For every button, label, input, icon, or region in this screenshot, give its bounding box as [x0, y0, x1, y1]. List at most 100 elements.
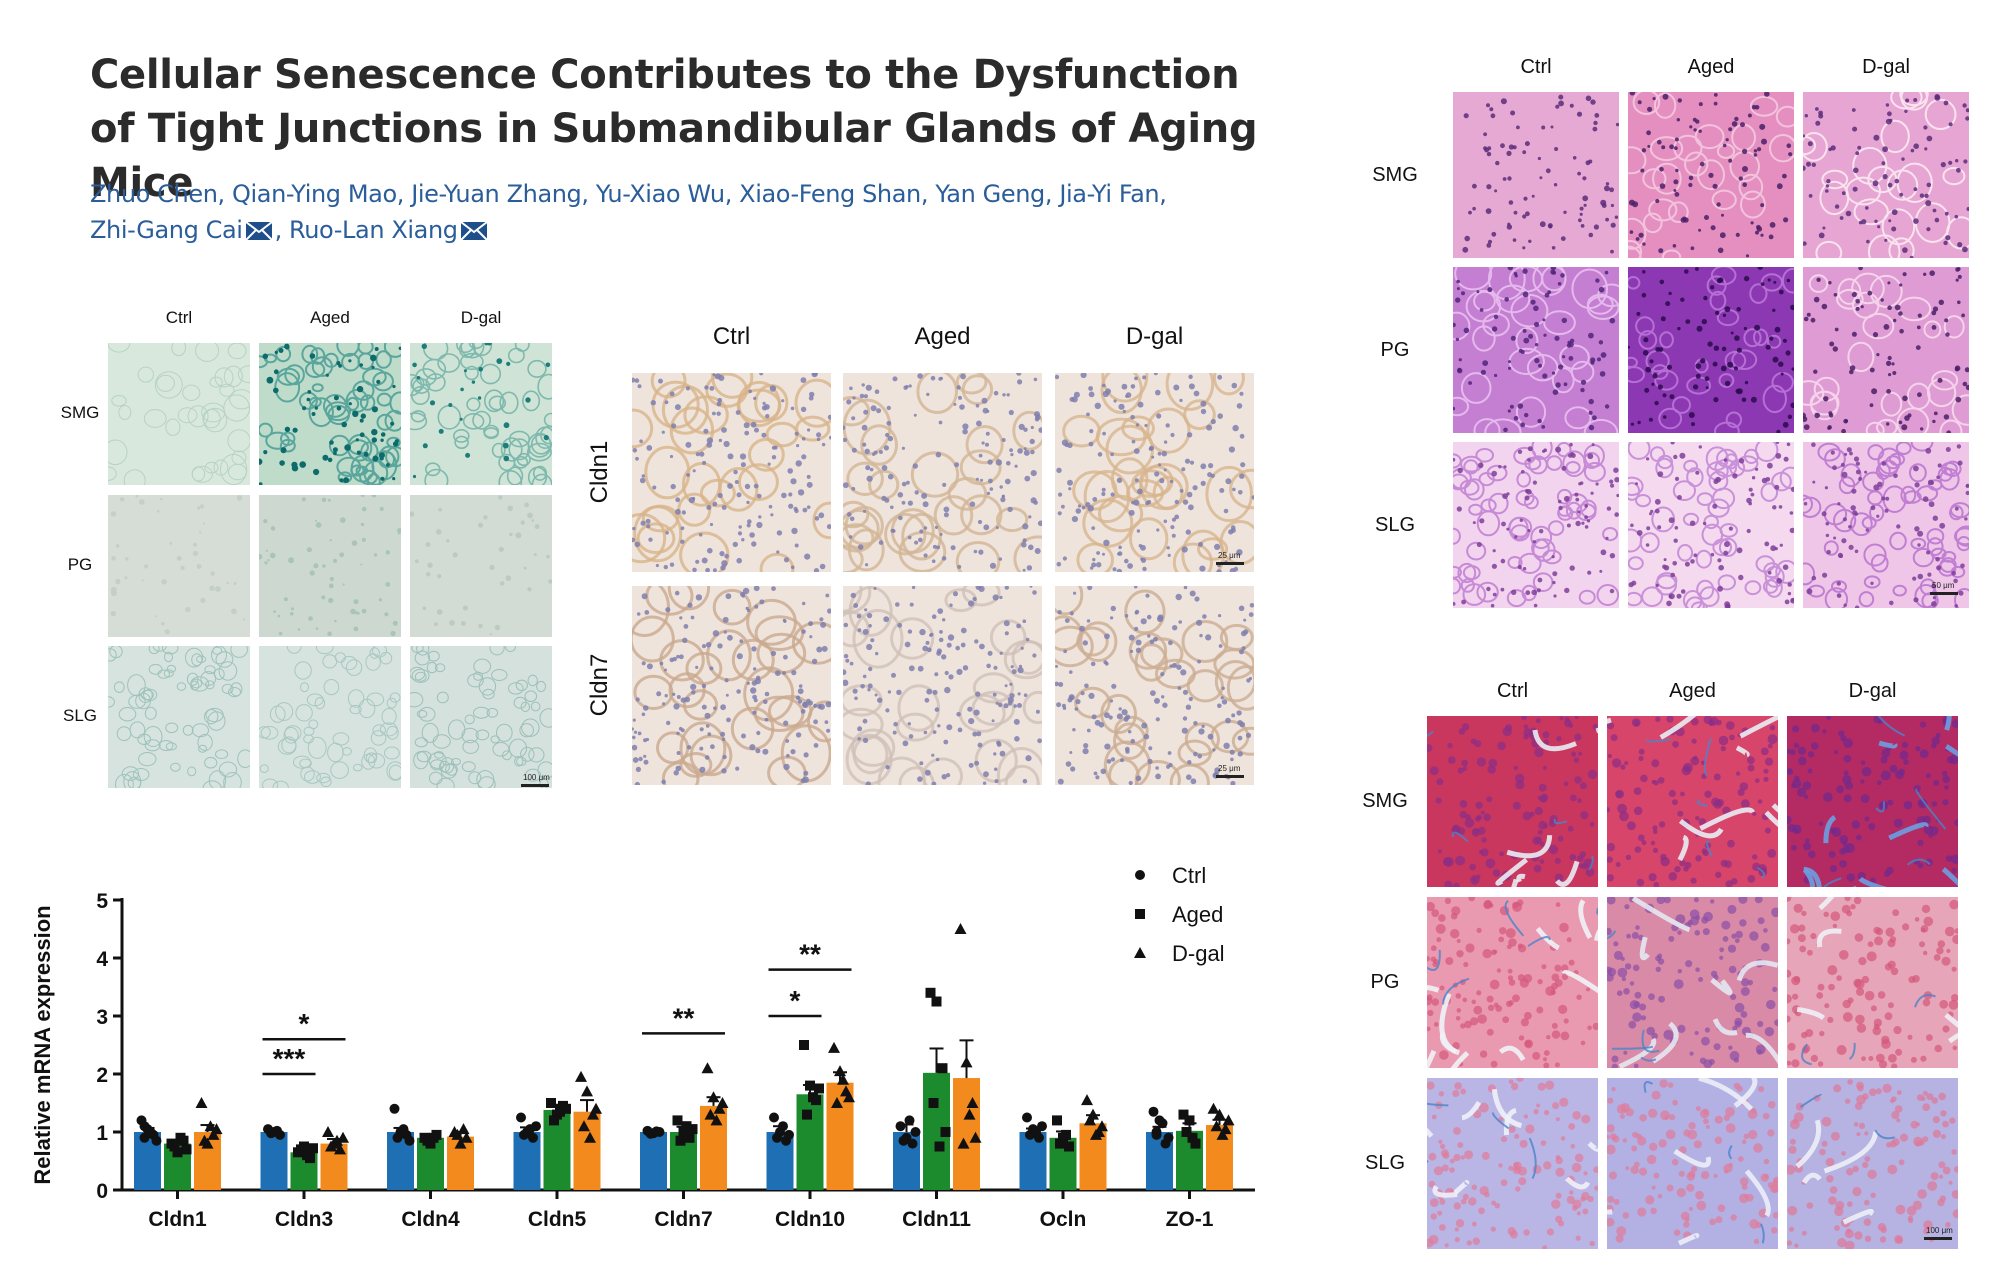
author-link[interactable]: Zhuo Chen	[90, 180, 218, 208]
data-point	[710, 1114, 723, 1126]
author-link[interactable]: Xiao-Feng Shan	[739, 180, 921, 208]
data-point	[1148, 1106, 1159, 1117]
data-point	[322, 1126, 334, 1137]
y-tick-label: 4	[96, 948, 108, 971]
data-point	[687, 1124, 698, 1135]
data-point	[334, 1143, 346, 1155]
data-point	[195, 1097, 208, 1108]
data-point	[843, 1091, 855, 1103]
row-label: SLG	[62, 706, 98, 725]
data-point	[814, 1083, 824, 1094]
bar	[640, 1132, 667, 1190]
data-point	[937, 1063, 948, 1074]
data-point	[966, 1097, 979, 1108]
row-label: PG	[1370, 971, 1400, 993]
data-point	[1178, 1109, 1189, 1120]
envelope-icon[interactable]	[459, 221, 488, 241]
legend-marker	[1135, 870, 1145, 880]
data-point	[675, 1135, 686, 1146]
x-tick-label: Cldn7	[654, 1208, 712, 1231]
column-label: Ctrl	[1520, 56, 1552, 78]
author-link[interactable]: Zhi-Gang Cai	[90, 216, 243, 244]
significance-label: **	[799, 939, 821, 970]
author-link[interactable]: Jia-Yi Fan	[1059, 180, 1160, 208]
column-label: Ctrl	[712, 323, 751, 350]
legend-label: Aged	[1172, 902, 1223, 927]
author-link[interactable]: Jie-Yuan Zhang	[411, 180, 582, 208]
micrograph-tile	[843, 586, 1042, 785]
column-label: D-gal	[1125, 323, 1184, 350]
data-point	[590, 1102, 602, 1114]
micrograph-tile	[1453, 267, 1619, 433]
data-point	[1090, 1128, 1102, 1140]
data-point	[828, 1041, 840, 1053]
micrograph-tile	[632, 586, 831, 785]
data-point	[175, 1132, 186, 1143]
data-point	[528, 1132, 538, 1143]
micrograph-tile	[1453, 92, 1619, 258]
row-label: SLG	[1364, 1152, 1406, 1174]
scale-bar-label: 25 μm	[1218, 764, 1241, 773]
data-point	[302, 1150, 312, 1161]
data-point	[837, 1073, 849, 1085]
data-point	[681, 1121, 692, 1132]
data-point	[672, 1115, 683, 1126]
significance-label: *	[790, 985, 801, 1016]
legend-label: D-gal	[1172, 941, 1225, 966]
data-point	[907, 1138, 918, 1149]
data-point	[960, 1056, 973, 1068]
y-tick-label: 0	[96, 1180, 108, 1203]
envelope-icon[interactable]	[244, 221, 273, 241]
bar	[260, 1132, 288, 1190]
data-point	[555, 1106, 565, 1117]
author-link[interactable]: Qian-Ying Mao	[232, 180, 397, 208]
data-point	[451, 1128, 464, 1140]
author-link[interactable]: Yu-Xiao Wu	[595, 180, 725, 208]
data-point	[428, 1132, 439, 1143]
micrograph-tile	[259, 343, 401, 485]
y-tick-label: 1	[96, 1122, 108, 1145]
column-label: Aged	[1669, 680, 1716, 702]
x-tick-label: Cldn11	[902, 1208, 971, 1231]
data-point	[422, 1135, 433, 1146]
data-point	[584, 1131, 596, 1143]
data-point	[1163, 1132, 1174, 1143]
legend-marker	[1134, 947, 1146, 958]
author-list: Zhuo Chen, Qian-Ying Mao, Jie-Yuan Zhang…	[90, 180, 1167, 244]
micrograph-tile	[259, 646, 401, 788]
data-point	[457, 1123, 470, 1135]
micrograph-tile	[108, 495, 250, 637]
data-point	[895, 1121, 906, 1132]
author-link[interactable]: Ruo-Lan Xiang	[289, 216, 458, 244]
data-point	[678, 1127, 689, 1137]
data-point	[701, 1062, 714, 1074]
data-point	[516, 1112, 526, 1123]
author-link[interactable]: Yan Geng	[935, 180, 1045, 208]
row-label: SMG	[60, 403, 100, 422]
data-point	[1084, 1114, 1096, 1126]
data-point	[1222, 1114, 1235, 1126]
data-point	[799, 1040, 809, 1050]
data-point	[581, 1085, 593, 1097]
micrograph-tile	[1607, 716, 1778, 887]
data-point	[531, 1121, 541, 1132]
scale-bar-label: 100 μm	[1926, 1226, 1953, 1235]
data-point	[684, 1132, 695, 1143]
micrograph-tile	[1427, 1078, 1598, 1249]
x-tick-label: Cldn5	[528, 1208, 587, 1231]
micrograph-tile	[1055, 586, 1254, 785]
data-point	[898, 1135, 909, 1146]
data-point	[1187, 1132, 1198, 1143]
data-point	[325, 1140, 337, 1152]
data-point	[834, 1065, 846, 1077]
micrograph-tile	[1427, 897, 1598, 1068]
data-point	[1096, 1120, 1108, 1132]
y-tick-label: 5	[96, 890, 108, 913]
significance-label: *	[299, 1008, 310, 1039]
y-tick-label: 3	[96, 1006, 108, 1029]
data-point	[769, 1112, 779, 1123]
micrograph-tile	[410, 495, 552, 637]
row-label: SLG	[1374, 514, 1416, 536]
scale-bar	[1216, 562, 1244, 565]
micrograph-tile	[410, 343, 552, 485]
